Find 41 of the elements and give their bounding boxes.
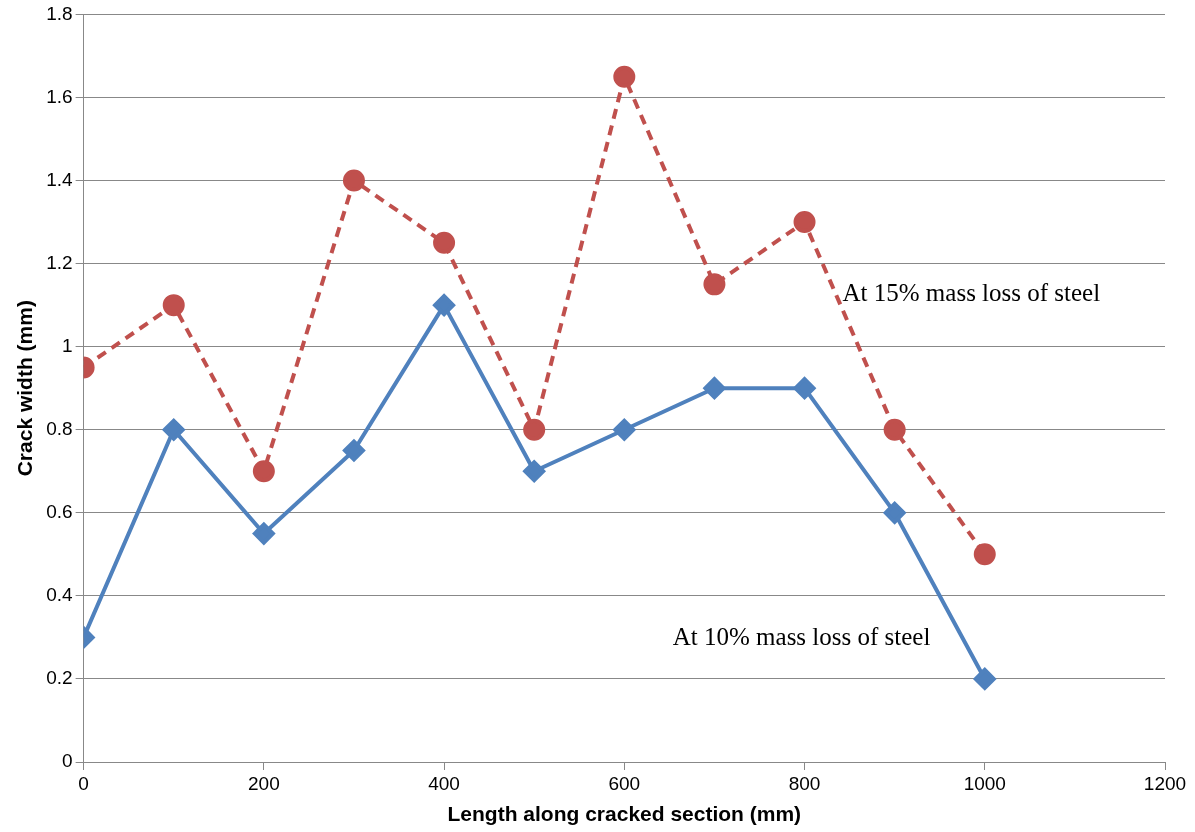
x-tick-label: 0	[78, 772, 89, 794]
y-tick-label: 1	[62, 334, 73, 356]
point	[973, 543, 996, 566]
x-axis-title: Length along cracked section (mm)	[447, 802, 802, 826]
point	[342, 169, 365, 192]
point	[613, 418, 636, 441]
point	[703, 273, 726, 296]
x-tick-label: 200	[247, 772, 280, 794]
point	[162, 418, 185, 441]
y-tick-label: 1.8	[46, 2, 73, 24]
point	[883, 501, 906, 524]
y-tick-label: 0.6	[46, 501, 73, 523]
y-axis-title: Crack width (mm)	[13, 300, 37, 477]
point	[433, 294, 456, 317]
point	[883, 418, 906, 441]
x-tick-label: 800	[788, 772, 821, 794]
x-tick-label: 400	[428, 772, 460, 794]
series-label: At 10% mass loss of steel	[672, 623, 931, 651]
point	[252, 460, 275, 483]
y-tick-label: 0	[62, 750, 73, 772]
x-tick-label: 1200	[1143, 772, 1187, 794]
y-tick-label: 1.6	[46, 85, 73, 107]
y-tick-label: 0.2	[46, 667, 73, 689]
y-tick-label: 0.4	[46, 584, 74, 606]
point	[793, 377, 816, 400]
point	[252, 522, 275, 545]
point	[162, 294, 185, 317]
point	[613, 65, 636, 88]
point	[433, 231, 456, 254]
x-tick-label: 1000	[963, 772, 1006, 794]
x-tick-label: 600	[608, 772, 641, 794]
y-tick-label: 0.8	[46, 417, 73, 439]
point	[523, 460, 546, 483]
point	[793, 211, 816, 234]
point	[703, 377, 726, 400]
y-tick-label: 1.2	[46, 251, 73, 273]
series-label: At 15% mass loss of steel	[842, 278, 1101, 306]
y-tick-label: 1.4	[46, 168, 74, 190]
point	[523, 418, 546, 441]
point	[973, 667, 996, 690]
point	[342, 439, 365, 462]
